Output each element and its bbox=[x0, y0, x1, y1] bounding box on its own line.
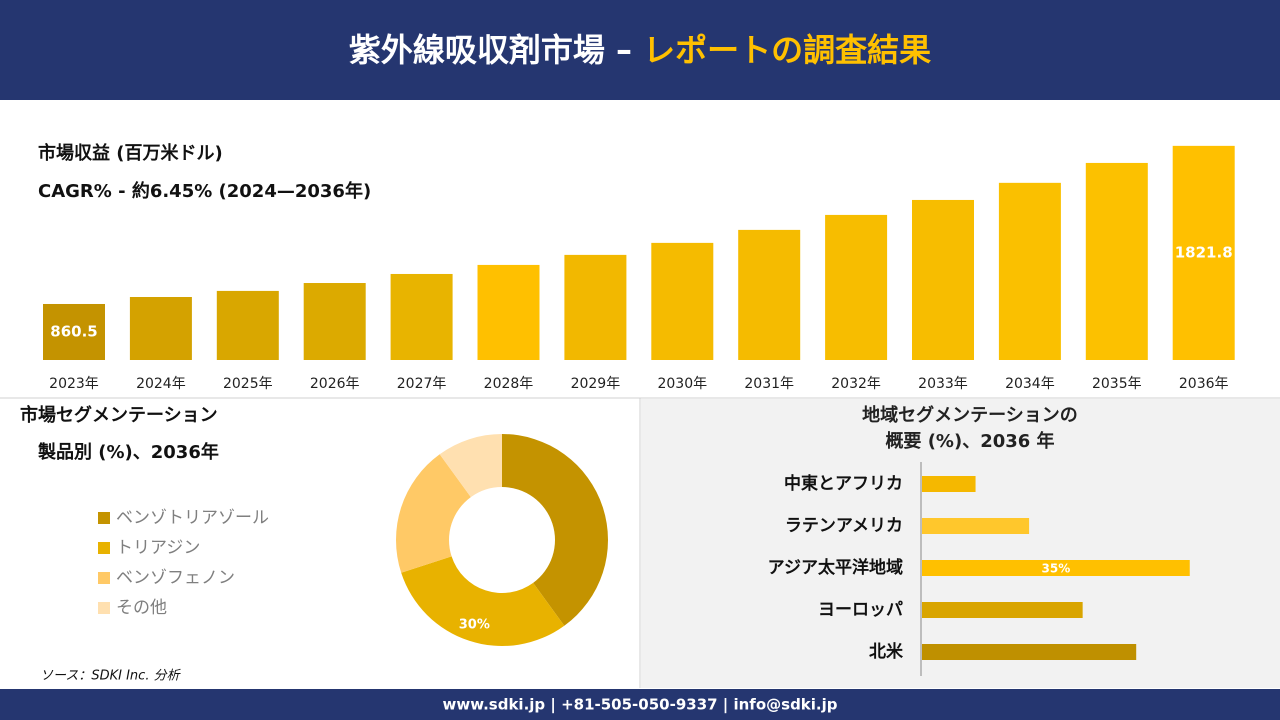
bar bbox=[129, 296, 192, 360]
footer-bar bbox=[0, 689, 1280, 720]
donut-slice bbox=[502, 434, 608, 626]
bar bbox=[477, 264, 540, 360]
x-tick-label: 2026年 bbox=[310, 376, 360, 392]
x-tick-label: 2036年 bbox=[1179, 376, 1229, 392]
y-tick-label: ヨーロッパ bbox=[818, 600, 903, 620]
data-label: 860.5 bbox=[50, 322, 97, 340]
bar bbox=[912, 199, 974, 360]
bar bbox=[390, 273, 453, 360]
bar bbox=[651, 242, 714, 360]
chart-title: 市場セグメンテーション bbox=[20, 404, 218, 426]
source: ソース：SDKI Inc. 分析 bbox=[40, 669, 182, 684]
x-tick-label: 2029年 bbox=[571, 376, 621, 392]
bar bbox=[922, 476, 976, 492]
donut-slice bbox=[396, 454, 471, 573]
x-tick-label: 2031年 bbox=[744, 376, 794, 392]
header-title: 紫外線吸収剤市場 – レポートの調査結果 bbox=[349, 31, 931, 69]
data-label: 35% bbox=[1042, 562, 1071, 576]
bar bbox=[998, 182, 1061, 360]
y-tick-label: ラテンアメリカ bbox=[785, 516, 903, 536]
legend-label: ベンゾトリアゾール bbox=[116, 508, 269, 528]
x-tick-label: 2030年 bbox=[657, 376, 707, 392]
x-tick-label: 2024年 bbox=[136, 376, 186, 392]
region-panel bbox=[641, 399, 1280, 688]
donut-slice bbox=[439, 434, 502, 498]
legend-swatch bbox=[98, 572, 110, 584]
legend-swatch bbox=[98, 542, 110, 554]
legend-label: ベンゾフェノン bbox=[116, 568, 235, 588]
y-tick-label: 中東とアフリカ bbox=[784, 473, 903, 494]
bar bbox=[825, 214, 888, 360]
donut-slice bbox=[401, 556, 565, 647]
legend-swatch bbox=[98, 602, 110, 614]
x-tick-label: 2025年 bbox=[223, 376, 273, 392]
legend-label: トリアジン bbox=[116, 538, 200, 558]
x-tick-label: 2027年 bbox=[397, 376, 447, 392]
bar bbox=[303, 283, 366, 360]
chart-title: 地域セグメンテーションの bbox=[862, 404, 1078, 426]
x-tick-label: 2034年 bbox=[1005, 376, 1055, 392]
title-highlight: レポートの調査結果 bbox=[643, 31, 931, 69]
legend-swatch bbox=[98, 512, 110, 524]
footer: www.sdki.jp | +81-505-050-9337 | info@sd… bbox=[442, 696, 837, 715]
bar bbox=[216, 290, 279, 360]
x-tick-label: 2032年 bbox=[831, 376, 881, 392]
chart-subtitle: 製品別 (%)、2036年 bbox=[37, 441, 219, 463]
chart-subtitle: CAGR% - 約6.45% (2024—2036年) bbox=[38, 180, 371, 202]
bar bbox=[43, 303, 105, 360]
chart-title: 市場収益 (百万米ドル) bbox=[38, 142, 223, 164]
bar bbox=[922, 560, 1190, 576]
x-tick-label: 2033年 bbox=[918, 376, 968, 392]
y-tick-label: 北米 bbox=[869, 641, 904, 662]
x-tick-label: 2023年 bbox=[49, 376, 99, 392]
bar bbox=[922, 518, 1030, 534]
bar bbox=[564, 254, 627, 360]
x-tick-label: 2035年 bbox=[1092, 376, 1142, 392]
chart-title: 概要 (%)、2036 年 bbox=[885, 430, 1054, 452]
bar bbox=[738, 229, 801, 360]
bar bbox=[1172, 145, 1235, 360]
header-bar bbox=[0, 0, 1280, 100]
y-tick-label: アジア太平洋地域 bbox=[768, 557, 903, 578]
title-main: 紫外線吸収剤市場 – bbox=[349, 31, 643, 69]
x-tick-label: 2028年 bbox=[484, 376, 534, 392]
data-label: 30% bbox=[459, 618, 490, 633]
bar bbox=[922, 602, 1083, 618]
legend-label: その他 bbox=[116, 598, 167, 618]
bar bbox=[922, 644, 1137, 660]
bar bbox=[1085, 162, 1148, 360]
data-label: 1821.8 bbox=[1175, 243, 1233, 261]
